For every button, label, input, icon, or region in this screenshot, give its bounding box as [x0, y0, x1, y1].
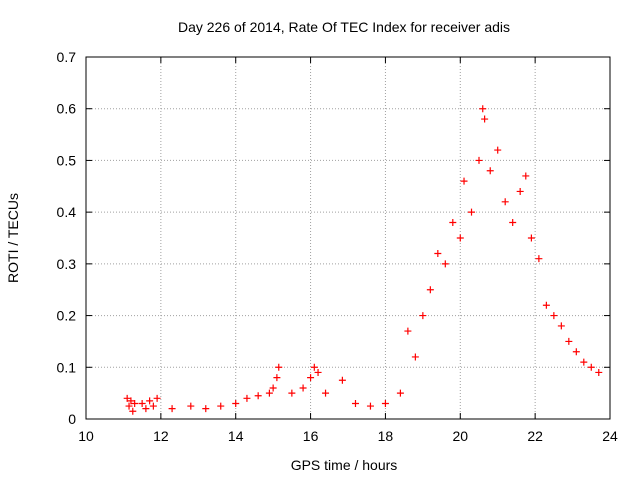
- y-tick-label: 0.3: [57, 256, 77, 272]
- x-axis-label: GPS time / hours: [291, 457, 398, 473]
- y-tick-label: 0.7: [57, 49, 77, 65]
- data-point: [441, 260, 449, 268]
- x-tick-label: 14: [228, 428, 244, 444]
- data-point: [153, 394, 161, 402]
- data-point: [587, 363, 595, 371]
- data-point: [149, 402, 157, 410]
- data-point: [351, 399, 359, 407]
- data-point: [138, 399, 146, 407]
- data-point: [146, 397, 154, 405]
- data-point: [419, 312, 427, 320]
- data-point: [550, 312, 558, 320]
- data-point: [475, 156, 483, 164]
- data-point: [338, 376, 346, 384]
- data-point: [595, 368, 603, 376]
- data-point: [411, 353, 419, 361]
- y-tick-label: 0.2: [57, 308, 77, 324]
- x-tick-label: 20: [452, 428, 468, 444]
- data-point: [580, 358, 588, 366]
- data-point: [307, 374, 315, 382]
- data-point: [396, 389, 404, 397]
- plot-frame: [85, 56, 611, 420]
- data-point: [187, 402, 195, 410]
- data-point: [501, 198, 509, 206]
- data-point: [479, 105, 487, 113]
- data-point: [288, 389, 296, 397]
- y-tick-label: 0.5: [57, 152, 77, 168]
- chart-title: Day 226 of 2014, Rate Of TEC Index for r…: [178, 19, 510, 35]
- data-point: [232, 399, 240, 407]
- data-point: [449, 218, 457, 226]
- data-point: [168, 405, 176, 413]
- x-tick-label: 10: [78, 428, 94, 444]
- data-point: [322, 389, 330, 397]
- data-point: [509, 218, 517, 226]
- data-point: [426, 286, 434, 294]
- x-tick-label: 24: [602, 428, 618, 444]
- data-point: [123, 394, 131, 402]
- data-point: [565, 337, 573, 345]
- data-point: [456, 234, 464, 242]
- data-point: [299, 384, 307, 392]
- data-point: [129, 407, 137, 415]
- data-point: [217, 402, 225, 410]
- x-tick-label: 18: [378, 428, 394, 444]
- data-point: [202, 405, 210, 413]
- data-point: [131, 399, 139, 407]
- data-point: [254, 392, 262, 400]
- data-point: [275, 363, 283, 371]
- data-point: [516, 187, 524, 195]
- y-tick-label: 0.4: [57, 204, 77, 220]
- data-point: [127, 397, 135, 405]
- data-point: [481, 115, 489, 123]
- data-point: [572, 348, 580, 356]
- data-point: [468, 208, 476, 216]
- data-point: [381, 399, 389, 407]
- data-point: [314, 368, 322, 376]
- data-point: [494, 146, 502, 154]
- data-point: [404, 327, 412, 335]
- data-point: [434, 250, 442, 258]
- data-point: [460, 177, 468, 185]
- y-tick-label: 0.1: [57, 359, 77, 375]
- data-point: [243, 394, 251, 402]
- data-point: [527, 234, 535, 242]
- data-point: [486, 167, 494, 175]
- y-tick-label: 0: [68, 411, 76, 427]
- y-tick-label: 0.6: [57, 101, 77, 117]
- data-point: [142, 405, 150, 413]
- x-tick-label: 16: [303, 428, 319, 444]
- data-point: [269, 384, 277, 392]
- data-point: [366, 402, 374, 410]
- data-points: [123, 105, 603, 415]
- data-point: [273, 374, 281, 382]
- axes: 10 12 14 16 18 20 22 24 0 0.1 0.2 0.3 0.4 0.5 0.6 0.7: [57, 49, 618, 444]
- data-point: [265, 389, 273, 397]
- data-point: [125, 402, 133, 410]
- x-tick-label: 12: [153, 428, 169, 444]
- data-point: [557, 322, 565, 330]
- x-tick-label: 22: [527, 428, 543, 444]
- y-axis-label: ROTI / TECUs: [5, 193, 21, 283]
- data-point: [542, 301, 550, 309]
- data-point: [535, 255, 543, 263]
- data-point: [522, 172, 530, 180]
- data-point: [310, 363, 318, 371]
